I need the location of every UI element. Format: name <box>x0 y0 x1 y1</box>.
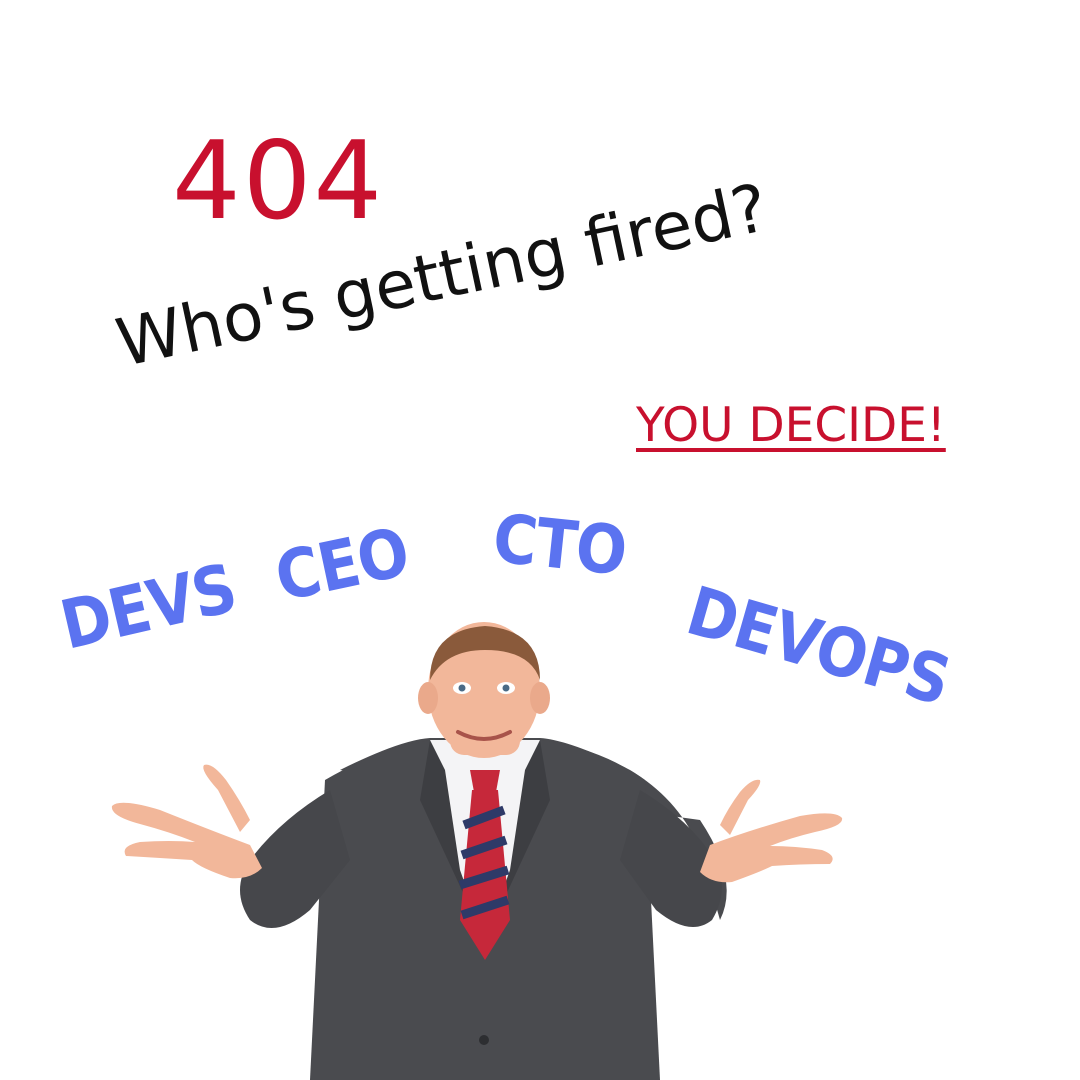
right-ear <box>530 682 550 714</box>
head <box>428 622 540 758</box>
right-thumb <box>720 779 761 835</box>
right-hand <box>700 813 843 883</box>
jacket-button <box>479 1035 489 1045</box>
right-lapel <box>485 740 550 940</box>
smile <box>456 730 512 741</box>
you-decide-link[interactable]: YOU DECIDE! <box>636 398 946 453</box>
left-ear <box>418 682 438 714</box>
error-code: 404 <box>172 119 385 244</box>
left-hand <box>111 802 262 879</box>
role-ceo: CEO <box>268 513 416 618</box>
tie-knot <box>470 770 500 792</box>
role-cto: CTO <box>489 499 630 592</box>
hair <box>430 626 540 680</box>
left-arm <box>240 790 350 928</box>
tie-stripes <box>458 805 510 920</box>
left-lapel <box>420 740 485 940</box>
right-arm <box>620 790 722 928</box>
left-thumb <box>203 764 250 832</box>
shrugging-businessman-image <box>111 622 843 1080</box>
